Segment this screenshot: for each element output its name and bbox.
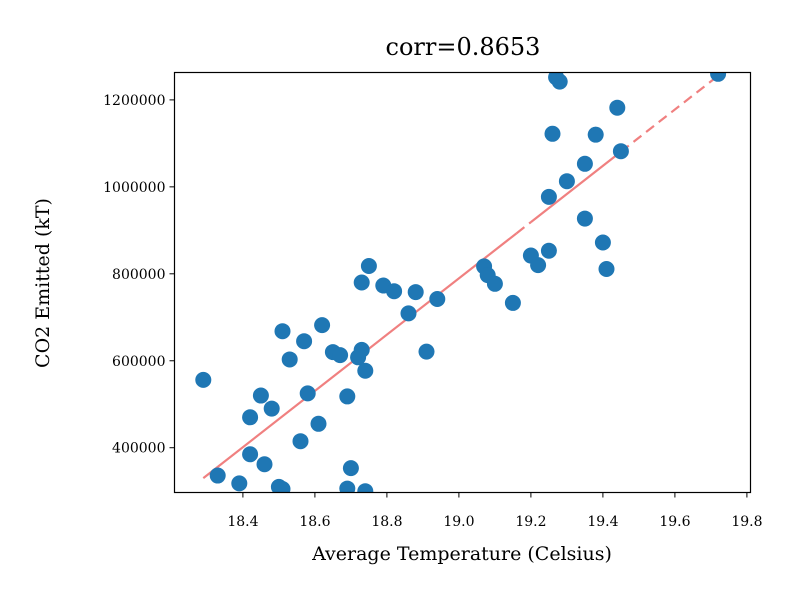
data-point <box>576 155 593 172</box>
x-tick-label: 18.4 <box>227 514 258 530</box>
data-point <box>540 188 557 205</box>
y-axis-label: CO2 Emitted (kT) <box>32 198 54 368</box>
x-axis: 18.4 18.6 18.8 19.0 19.2 19.4 19.6 19.8 <box>227 492 762 530</box>
x-tick-label: 19.0 <box>443 514 474 530</box>
trend-line-segment <box>530 150 622 223</box>
trend-line-segment <box>515 221 532 235</box>
data-point <box>598 261 615 278</box>
data-point <box>612 143 629 160</box>
data-point <box>558 173 575 190</box>
data-point <box>353 274 370 291</box>
data-point <box>231 475 248 492</box>
plot-area <box>195 72 727 493</box>
data-point <box>310 415 327 432</box>
data-point <box>544 125 561 142</box>
data-point <box>587 126 604 143</box>
data-point <box>360 257 377 274</box>
data-point <box>263 400 280 417</box>
data-point <box>242 446 259 463</box>
data-point <box>339 388 356 405</box>
data-point <box>342 460 359 477</box>
data-point <box>530 257 547 274</box>
data-point <box>339 480 356 493</box>
x-tick-label: 19.6 <box>659 514 690 530</box>
data-point <box>332 347 349 364</box>
data-point <box>242 409 259 426</box>
y-tick-label: 1200000 <box>103 93 165 109</box>
data-point <box>418 343 435 360</box>
y-tick-label: 1000000 <box>103 180 165 196</box>
x-tick-label: 19.4 <box>587 514 618 530</box>
plot-frame <box>173 71 752 494</box>
x-tick-label: 18.6 <box>299 514 330 530</box>
x-axis-label: Average Temperature (Celsius) <box>311 543 612 565</box>
data-point <box>292 433 309 450</box>
data-point <box>353 341 370 358</box>
x-tick-label: 19.2 <box>515 514 546 530</box>
data-point <box>486 275 503 292</box>
y-tick-label: 800000 <box>112 267 165 283</box>
data-point <box>256 456 273 473</box>
data-point <box>576 210 593 227</box>
data-point <box>274 481 291 493</box>
data-point <box>314 317 331 334</box>
x-tick-label: 19.8 <box>731 514 762 530</box>
trend-line-segment <box>620 72 723 153</box>
data-point <box>429 291 446 308</box>
data-point <box>540 242 557 259</box>
y-axis: 400000 600000 800000 1000000 1200000 <box>103 93 175 457</box>
data-point <box>274 323 291 340</box>
data-point <box>357 362 374 379</box>
plot-marks <box>195 72 727 493</box>
chart-title: corr=0.8653 <box>386 33 541 61</box>
data-point <box>386 283 403 300</box>
data-point <box>551 73 568 90</box>
data-point <box>710 72 727 82</box>
y-tick-label: 400000 <box>112 441 165 457</box>
data-point <box>281 351 298 368</box>
data-point <box>609 99 626 116</box>
data-point <box>400 305 417 322</box>
x-tick-label: 18.8 <box>371 514 402 530</box>
data-point <box>209 467 226 484</box>
data-point <box>504 294 521 311</box>
data-point <box>357 483 374 493</box>
data-point <box>299 385 316 402</box>
data-point <box>252 387 269 404</box>
y-tick-label: 600000 <box>112 354 165 370</box>
data-point <box>296 333 313 350</box>
data-point <box>594 234 611 251</box>
data-point <box>195 371 212 388</box>
data-point <box>407 284 424 301</box>
